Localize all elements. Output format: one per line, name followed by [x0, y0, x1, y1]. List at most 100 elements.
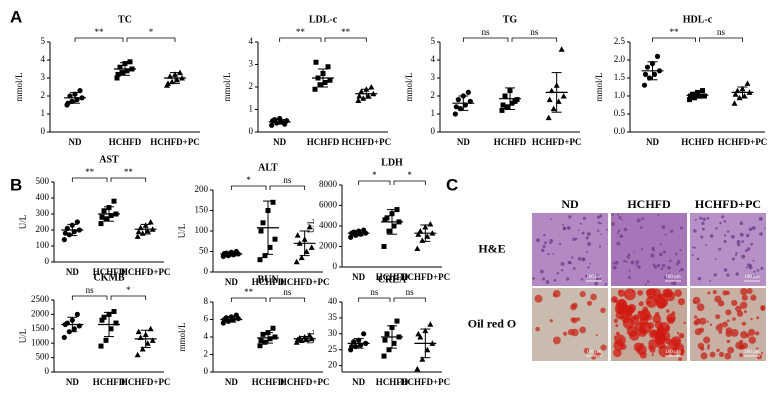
micrograph-spot [579, 326, 587, 334]
data-point [457, 106, 463, 112]
data-point [65, 100, 71, 106]
significance-label: ns [86, 285, 95, 295]
y-tick-label: 1 [41, 108, 46, 118]
micrograph-spot [750, 294, 757, 301]
panel-label: C [446, 175, 458, 194]
micrograph-spot [611, 213, 614, 216]
micrograph-spot [613, 348, 622, 358]
micrograph-spot [652, 288, 655, 291]
y-tick-label: 4000 [319, 220, 338, 230]
y-axis-label: U/L [18, 329, 28, 344]
micrograph-spot [751, 226, 756, 230]
significance-label: ns [370, 287, 379, 297]
data-point [124, 68, 130, 74]
data-point [381, 244, 387, 249]
data-point [349, 343, 355, 350]
micrograph-spot [670, 229, 674, 233]
micrograph-spot [614, 260, 619, 265]
micrograph-spot [675, 262, 679, 266]
significance-label: ** [124, 167, 134, 177]
micrograph-spot [726, 339, 731, 344]
micrograph-spot [736, 310, 744, 317]
chart-title: BUN [257, 274, 279, 285]
column-label: HCHFD [627, 197, 671, 211]
data-point [382, 217, 388, 223]
micrograph-spot [725, 327, 733, 334]
y-tick-label: 5 [41, 36, 46, 46]
data-point [348, 234, 354, 240]
micrograph-spot [725, 290, 730, 296]
x-tick-label: ND [225, 377, 238, 387]
micrograph-spot [615, 311, 624, 320]
micrograph-spot [760, 266, 764, 270]
micrograph-spot [597, 221, 601, 224]
micrograph-spot [707, 291, 711, 295]
x-tick-label: HCHFD [93, 267, 126, 277]
micrograph-spot [596, 215, 601, 219]
micrograph-spot [662, 250, 666, 254]
y-tick-label: 1.0 [614, 90, 626, 100]
data-point [169, 78, 175, 85]
data-point [312, 86, 318, 92]
data-point [394, 318, 400, 324]
micrograph-spot [587, 241, 592, 246]
micrograph-spot [721, 215, 725, 219]
micrograph-spot [552, 293, 557, 297]
micrograph-spot [590, 293, 597, 301]
y-tick-label: 0 [249, 126, 254, 136]
micrograph-spot [549, 319, 553, 323]
significance-bracket [269, 297, 306, 302]
micrograph-spot [683, 321, 686, 325]
data-point [139, 345, 146, 352]
micrograph-spot [672, 281, 676, 286]
data-point [548, 87, 555, 94]
micrograph-spot [615, 324, 619, 328]
y-axis-label: mmol/L [177, 323, 187, 352]
y-tick-label: 6 [204, 314, 209, 324]
micrograph-spot [633, 251, 635, 254]
micrograph-spot [741, 321, 746, 326]
micrograph-spot [586, 232, 591, 236]
micrograph-spot [540, 269, 544, 274]
micrograph-spot [597, 229, 600, 232]
y-tick-label: 3 [249, 59, 254, 69]
y-tick-label: 2 [249, 81, 254, 91]
data-point [262, 339, 268, 345]
micrograph-spot [741, 240, 745, 244]
micrograph-spot [760, 305, 766, 311]
micrograph-spot [579, 291, 586, 298]
micrograph-spot [534, 294, 543, 303]
y-tick-label: 2 [204, 349, 209, 359]
scale-bar-label: 100 μm [586, 350, 601, 355]
significance-label: * [372, 170, 377, 180]
micrograph: 100 μm [532, 213, 608, 286]
data-point [260, 331, 266, 337]
micrograph-spot [633, 342, 643, 352]
micrograph-spot [635, 263, 638, 266]
micrograph-spot [697, 276, 702, 281]
micrograph-spot [726, 273, 730, 277]
significance-bracket [462, 37, 509, 42]
micrograph: 100 μm [690, 213, 766, 286]
data-point [415, 231, 422, 237]
x-tick-label: HCHFD+PC [401, 377, 451, 387]
y-tick-label: 400 [36, 192, 50, 202]
y-tick-label: 30 [328, 328, 338, 338]
micrograph-spot [614, 303, 627, 315]
data-point [134, 233, 141, 239]
micrograph-spot [629, 315, 640, 325]
y-tick-label: 35 [328, 312, 338, 322]
micrograph-spot [583, 347, 590, 354]
data-point [550, 105, 557, 112]
micrograph-spot [735, 252, 738, 255]
y-tick-label: 40 [328, 296, 338, 306]
data-point [391, 340, 397, 346]
y-tick-label: 100 [36, 240, 50, 250]
y-tick-label: 0 [204, 366, 209, 376]
data-point [167, 73, 173, 79]
micrograph-spot [758, 216, 763, 221]
x-tick-label: HCHFD+PC [718, 137, 768, 147]
micrograph-spot [750, 242, 754, 246]
micrograph-spot [560, 261, 565, 266]
micrograph-spot [613, 298, 618, 303]
